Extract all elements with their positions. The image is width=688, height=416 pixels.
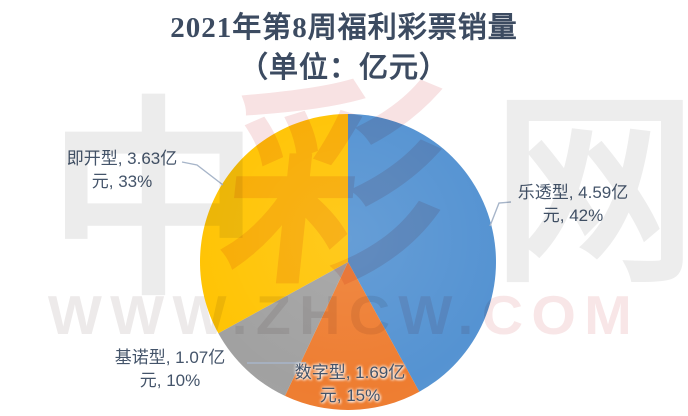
- slice-label-jinuo-line2: 元, 10%: [139, 371, 201, 390]
- chart-title-line1: 2021年第8周福利彩票销量: [170, 12, 518, 44]
- leader-line-jikai: [181, 161, 224, 186]
- slice-label-shuzi-line2: 元, 15%: [319, 386, 381, 405]
- slice-label-letou-line1: 乐透型, 4.59亿: [517, 183, 629, 202]
- slice-label-jinuo-line1: 基诺型, 1.07亿: [114, 348, 226, 367]
- slice-label-jikai-line1: 即开型, 3.63亿: [66, 149, 178, 168]
- leader-line-letou: [489, 201, 512, 227]
- chart-title-line2: （单位：亿元）: [238, 52, 449, 84]
- slice-label-jikai-line2: 元, 33%: [91, 172, 153, 191]
- pie-shine-overlay: [200, 114, 496, 410]
- slice-label-letou-line2: 元, 42%: [542, 206, 604, 225]
- slice-label-letou: 乐透型, 4.59亿 元, 42%: [489, 181, 657, 227]
- slice-label-shuzi: 数字型, 1.69亿 元, 15%: [262, 361, 438, 407]
- slice-label-shuzi-line1: 数字型, 1.69亿: [294, 363, 406, 382]
- slice-label-jikai: 即开型, 3.63亿 元, 33%: [37, 147, 207, 193]
- chart-title: 2021年第8周福利彩票销量 （单位：亿元）: [0, 8, 688, 88]
- slice-label-jinuo: 基诺型, 1.07亿 元, 10%: [85, 346, 255, 392]
